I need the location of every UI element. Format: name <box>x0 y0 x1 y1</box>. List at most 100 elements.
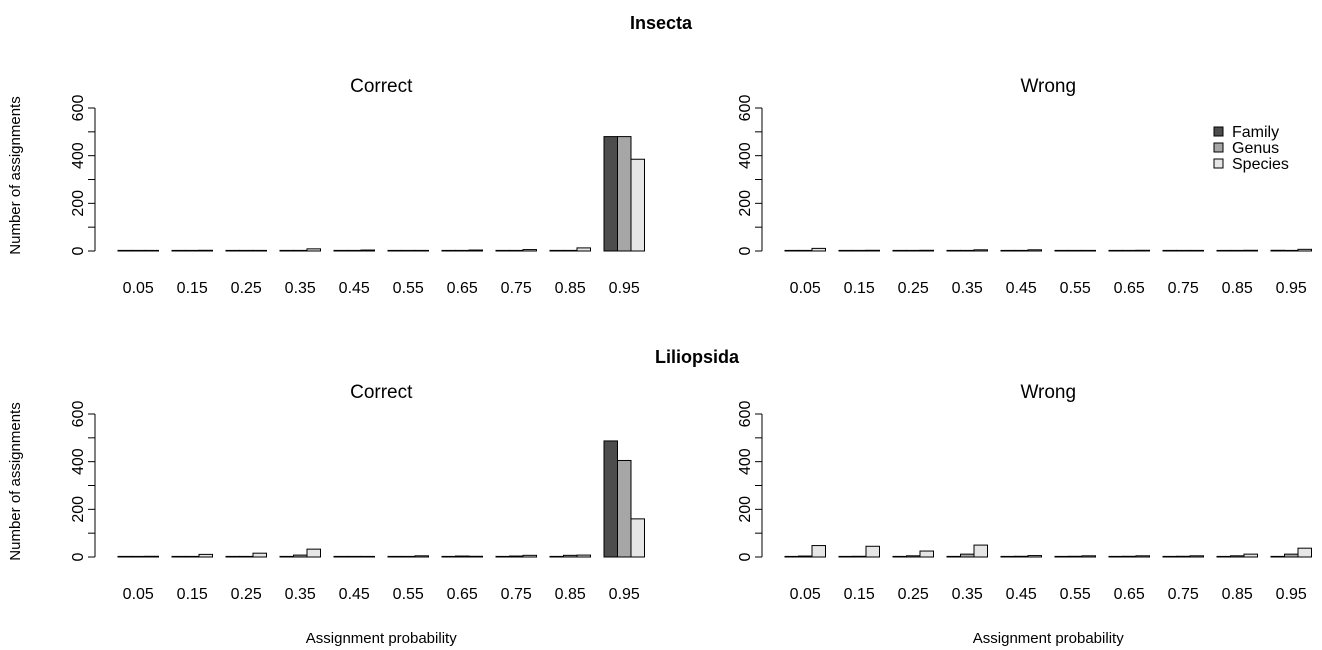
y-axis-label: Number of assignments <box>7 402 24 560</box>
bar-genus-0.65 <box>1122 555 1137 558</box>
bar-genus-0.05 <box>131 249 146 252</box>
x-tick-label: 0.45 <box>339 280 370 297</box>
y-tick-label: 400 <box>737 448 754 475</box>
x-tick-label: 0.65 <box>447 280 478 297</box>
bar-family-0.95 <box>603 136 618 252</box>
bar-family-0.45 <box>333 555 348 558</box>
y-tick-label: 400 <box>70 142 87 169</box>
bar-genus-0.75 <box>509 249 524 252</box>
panel-title: Wrong <box>1020 382 1076 403</box>
x-tick-label: 0.55 <box>393 280 424 297</box>
x-tick-label: 0.75 <box>501 280 532 297</box>
bar-family-0.85 <box>1216 249 1231 252</box>
bar-species-0.05 <box>144 249 159 252</box>
bar-species-0.95 <box>630 158 645 252</box>
x-tick-label: 0.35 <box>952 586 983 603</box>
bar-species-0.85 <box>1243 249 1258 252</box>
bar-species-0.75 <box>1189 555 1204 558</box>
bar-species-0.65 <box>1135 555 1150 558</box>
bar-family-0.55 <box>387 555 402 558</box>
bar-genus-0.85 <box>1230 555 1245 558</box>
x-tick-label: 0.65 <box>1114 280 1145 297</box>
x-tick-label: 0.85 <box>1222 586 1253 603</box>
y-tick-label: 400 <box>70 448 87 475</box>
bar-species-0.45 <box>360 249 375 252</box>
bar-species-0.55 <box>414 249 429 252</box>
bar-family-0.35 <box>946 249 961 252</box>
bar-species-0.75 <box>1189 249 1204 252</box>
bar-family-0.25 <box>225 249 240 252</box>
bar-genus-0.95 <box>617 136 632 252</box>
bar-species-0.55 <box>1081 555 1096 558</box>
panel-title: Wrong <box>1020 76 1076 97</box>
bar-species-0.85 <box>1243 553 1258 558</box>
bar-species-0.35 <box>973 249 988 252</box>
bar-species-0.75 <box>522 249 537 252</box>
bar-family-0.15 <box>838 555 853 558</box>
bar-family-0.95 <box>1270 249 1285 252</box>
bar-species-0.05 <box>811 545 826 558</box>
bar-genus-0.55 <box>1068 555 1083 558</box>
bar-species-0.95 <box>1297 248 1312 252</box>
legend-label-species: Species <box>1232 156 1289 173</box>
x-tick-label: 0.15 <box>177 586 208 603</box>
bar-genus-0.05 <box>798 555 813 558</box>
bar-species-0.05 <box>144 555 159 558</box>
legend-swatch-species <box>1213 158 1224 169</box>
bar-family-0.05 <box>784 555 799 558</box>
x-tick-label: 0.25 <box>231 586 262 603</box>
bar-genus-0.85 <box>563 249 578 252</box>
bar-family-0.75 <box>495 555 510 558</box>
bar-family-0.05 <box>784 249 799 252</box>
bar-genus-0.95 <box>1284 553 1299 558</box>
bar-genus-0.25 <box>906 555 921 558</box>
bar-genus-0.65 <box>455 249 470 252</box>
bar-species-0.75 <box>522 554 537 558</box>
bar-genus-0.45 <box>1014 555 1029 558</box>
panel-title: Correct <box>350 382 413 403</box>
bar-species-0.25 <box>252 249 267 252</box>
bar-genus-0.25 <box>239 555 254 558</box>
bar-family-0.35 <box>946 555 961 558</box>
bar-genus-0.35 <box>293 554 308 558</box>
bar-family-0.05 <box>117 555 132 558</box>
x-tick-label: 0.35 <box>285 280 316 297</box>
bar-genus-0.25 <box>906 249 921 252</box>
bar-species-0.95 <box>630 518 645 558</box>
bar-genus-0.95 <box>1284 249 1299 252</box>
x-tick-label: 0.85 <box>1222 280 1253 297</box>
x-tick-label: 0.05 <box>123 586 154 603</box>
y-axis-label: Number of assignments <box>7 96 24 254</box>
x-tick-label: 0.95 <box>609 586 640 603</box>
bar-genus-0.15 <box>852 249 867 252</box>
row-title-insecta: Insecta <box>630 13 693 33</box>
bar-genus-0.15 <box>185 249 200 252</box>
bar-family-0.85 <box>1216 555 1231 558</box>
bar-family-0.25 <box>892 555 907 558</box>
bar-species-0.45 <box>1027 249 1042 252</box>
x-tick-label: 0.75 <box>501 586 532 603</box>
bar-species-0.35 <box>306 248 321 252</box>
x-tick-label: 0.85 <box>555 586 586 603</box>
bar-species-0.25 <box>252 552 267 558</box>
y-tick-label: 400 <box>737 142 754 169</box>
x-tick-label: 0.05 <box>790 280 821 297</box>
x-tick-label: 0.25 <box>898 586 929 603</box>
y-tick-label: 200 <box>737 496 754 523</box>
bar-genus-0.65 <box>455 555 470 558</box>
bar-family-0.55 <box>1054 249 1069 252</box>
bar-genus-0.75 <box>1176 555 1191 558</box>
x-tick-label: 0.95 <box>1276 280 1307 297</box>
bar-genus-0.15 <box>852 555 867 558</box>
y-tick-label: 600 <box>70 401 87 428</box>
bar-family-0.85 <box>549 249 564 252</box>
bar-species-0.45 <box>360 555 375 558</box>
x-tick-label: 0.25 <box>231 280 262 297</box>
x-tick-label: 0.45 <box>1006 586 1037 603</box>
bar-family-0.25 <box>225 555 240 558</box>
bar-genus-0.45 <box>347 249 362 252</box>
x-tick-label: 0.75 <box>1168 586 1199 603</box>
y-tick-label: 600 <box>737 401 754 428</box>
x-axis-label: Assignment probability <box>973 630 1124 647</box>
